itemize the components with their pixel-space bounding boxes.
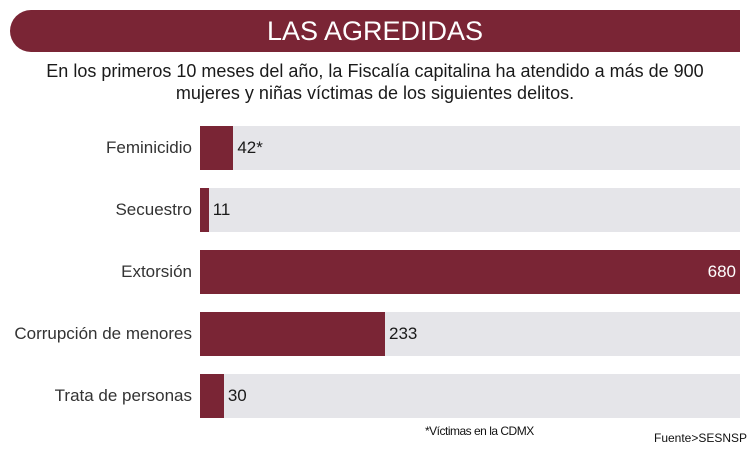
bar-row: Extorsión 680 — [0, 250, 750, 294]
bar-row: Feminicidio 42* — [0, 126, 750, 170]
category-label: Trata de personas — [54, 386, 192, 405]
bar — [200, 312, 386, 356]
bar-row: Secuestro 11 — [0, 188, 750, 232]
footnote: *Víctimas en la CDMX — [425, 424, 534, 438]
data-label: 42* — [237, 138, 263, 157]
bar — [200, 374, 224, 418]
bar-row: Corrupción de menores 233 — [0, 312, 750, 356]
bar-track: 30 — [200, 374, 740, 418]
bar-track: 680 — [200, 250, 740, 294]
bar — [200, 188, 209, 232]
chart-title: LAS AGREDIDAS — [10, 10, 740, 52]
bar-track: 42* — [200, 126, 740, 170]
category-label: Extorsión — [121, 262, 192, 281]
chart-subtitle: En los primeros 10 meses del año, la Fis… — [46, 61, 704, 103]
bar-track: 11 — [200, 188, 740, 232]
category-label: Secuestro — [115, 200, 192, 219]
data-label: 680 — [707, 262, 736, 281]
data-label: 233 — [389, 324, 418, 343]
category-label: Feminicidio — [106, 138, 192, 157]
source: Fuente>SESNSP — [654, 431, 748, 445]
bar — [200, 250, 740, 294]
bar — [200, 126, 234, 170]
bar-track: 233 — [200, 312, 740, 356]
data-label: 30 — [227, 386, 247, 405]
category-label: Corrupción de menores — [14, 324, 192, 343]
bar-row: Trata de personas 30 — [0, 374, 750, 418]
data-label: 11 — [212, 200, 231, 219]
